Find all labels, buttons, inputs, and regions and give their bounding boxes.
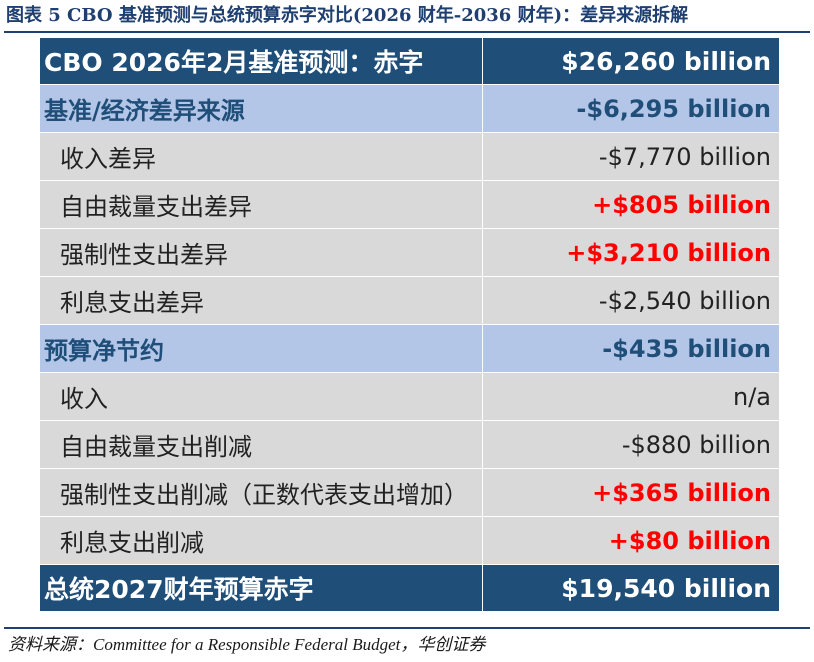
table-row: 强制性支出差异 +$3,210 billion: [39, 228, 780, 277]
table-row: 利息支出差异 -$2,540 billion: [39, 276, 780, 325]
table-row: 自由裁量支出差异 +$805 billion: [39, 180, 780, 229]
row-label: 强制性支出削减（正数代表支出增加）: [39, 468, 483, 517]
row-label: 收入差异: [39, 132, 483, 181]
header-value: $26,260 billion: [482, 37, 780, 85]
row-value: -$7,770 billion: [482, 132, 780, 181]
footer-value: $19,540 billion: [482, 564, 780, 612]
row-label: 强制性支出差异: [39, 228, 483, 277]
header-label: CBO 2026年2月基准预测：赤字: [39, 37, 483, 85]
row-label: 自由裁量支出差异: [39, 180, 483, 229]
row-value: -$435 billion: [482, 324, 780, 373]
table-row: 收入 n/a: [39, 372, 780, 421]
row-label: 预算净节约: [39, 324, 483, 373]
row-value: +$3,210 billion: [482, 228, 780, 277]
row-value: -$6,295 billion: [482, 84, 780, 133]
source-note: 资料来源：Committee for a Responsible Federal…: [8, 635, 486, 654]
row-value: n/a: [482, 372, 780, 421]
table-row: 基准/经济差异来源 -$6,295 billion: [39, 84, 780, 133]
row-value: +$80 billion: [482, 516, 780, 565]
table-row: 自由裁量支出削减 -$880 billion: [39, 420, 780, 469]
row-value: -$880 billion: [482, 420, 780, 469]
footer-label: 总统2027财年预算赤字: [39, 564, 483, 612]
figure-title: 图表 5 CBO 基准预测与总统预算赤字对比(2026 财年-2036 财年)：…: [6, 5, 689, 26]
table-header-row: CBO 2026年2月基准预测：赤字 $26,260 billion: [39, 37, 780, 85]
bottom-rule: [4, 627, 810, 629]
row-label: 收入: [39, 372, 483, 421]
row-value: +$365 billion: [482, 468, 780, 517]
top-rule: [4, 31, 810, 33]
row-label: 利息支出差异: [39, 276, 483, 325]
table-row: 收入差异 -$7,770 billion: [39, 132, 780, 181]
table-row: 预算净节约 -$435 billion: [39, 324, 780, 373]
row-value: +$805 billion: [482, 180, 780, 229]
row-value: -$2,540 billion: [482, 276, 780, 325]
row-label: 自由裁量支出削减: [39, 420, 483, 469]
table-row: 强制性支出削减（正数代表支出增加） +$365 billion: [39, 468, 780, 517]
row-label: 利息支出削减: [39, 516, 483, 565]
row-label: 基准/经济差异来源: [39, 84, 483, 133]
deficit-comparison-table: CBO 2026年2月基准预测：赤字 $26,260 billion 基准/经济…: [39, 37, 780, 612]
table-footer-row: 总统2027财年预算赤字 $19,540 billion: [39, 564, 780, 612]
table-row: 利息支出削减 +$80 billion: [39, 516, 780, 565]
